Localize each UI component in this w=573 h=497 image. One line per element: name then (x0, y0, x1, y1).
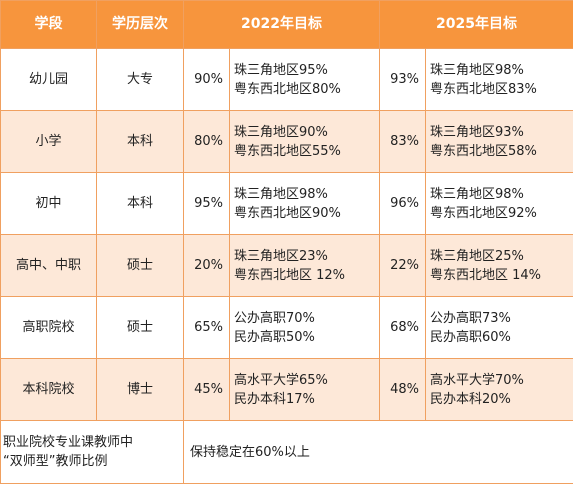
detail-line: 公办高职73% (430, 310, 511, 326)
percent-2025-cell: 22% (379, 234, 426, 297)
stage-cell: 初中 (0, 172, 97, 235)
detail-line: 珠三角地区90% (234, 124, 328, 140)
detail-line: 民办本科17% (234, 391, 315, 407)
degree-cell: 硕士 (96, 234, 184, 297)
footer-label-line: “双师型”教师比例 (3, 454, 108, 469)
detail-2025-cell: 公办高职73% 民办高职60% (425, 296, 573, 359)
degree-cell: 本科 (96, 110, 184, 173)
detail-2025-cell: 珠三角地区98% 粤东西北地区83% (425, 48, 573, 111)
table-row: 高职院校 硕士 65% 公办高职70% 民办高职50% 68% 公办高职73% 民办高职60% (0, 296, 573, 359)
percent-2022-cell: 80% (183, 110, 230, 173)
percent-2022-cell: 65% (183, 296, 230, 359)
percent-2022-cell: 90% (183, 48, 230, 111)
percent-2022-cell: 45% (183, 358, 230, 421)
table-row: 本科院校 博士 45% 高水平大学65% 民办本科17% 48% 高水平大学70% 民办本科2… (0, 358, 573, 421)
footer-row: 职业院校专业课教师中 “双师型”教师比例 保持稳定在60%以上 (0, 420, 573, 484)
degree-cell: 硕士 (96, 296, 184, 359)
header-2025: 2025年目标 (379, 0, 573, 49)
percent-2025-cell: 68% (379, 296, 426, 359)
percent-2025-cell: 93% (379, 48, 426, 111)
detail-line: 珠三角地区95% (234, 62, 328, 78)
degree-cell: 博士 (96, 358, 184, 421)
detail-2022-cell: 珠三角地区95% 粤东西北地区80% (229, 48, 380, 111)
degree-cell: 大专 (96, 48, 184, 111)
detail-line: 高水平大学70% (430, 372, 524, 388)
stage-cell: 本科院校 (0, 358, 97, 421)
detail-line: 公办高职70% (234, 310, 315, 326)
detail-line: 粤东西北地区83% (430, 81, 537, 97)
detail-line: 珠三角地区93% (430, 124, 524, 140)
detail-line: 民办本科20% (430, 391, 511, 407)
detail-line: 民办高职60% (430, 329, 511, 345)
detail-line: 民办高职50% (234, 329, 315, 345)
detail-line: 珠三角地区98% (430, 62, 524, 78)
header-2022: 2022年目标 (183, 0, 380, 49)
footer-label-line: 职业院校专业课教师中 (3, 435, 134, 450)
detail-2025-cell: 珠三角地区93% 粤东西北地区58% (425, 110, 573, 173)
stage-cell: 小学 (0, 110, 97, 173)
percent-2022-cell: 20% (183, 234, 230, 297)
detail-line: 珠三角地区23% (234, 248, 328, 264)
stage-cell: 高中、中职 (0, 234, 97, 297)
degree-cell: 本科 (96, 172, 184, 235)
table-row: 小学 本科 80% 珠三角地区90% 粤东西北地区55% 83% 珠三角地区93% 粤东西北地… (0, 110, 573, 173)
footer-value: 保持稳定在60%以上 (183, 420, 573, 484)
detail-line: 高水平大学65% (234, 372, 328, 388)
detail-2022-cell: 高水平大学65% 民办本科17% (229, 358, 380, 421)
table-row: 初中 本科 95% 珠三角地区98% 粤东西北地区90% 96% 珠三角地区98% 粤东西北地… (0, 172, 573, 235)
detail-line: 粤东西北地区92% (430, 205, 537, 221)
table-row: 高中、中职 硕士 20% 珠三角地区23% 粤东西北地区 12% 22% 珠三角地区25% 粤… (0, 234, 573, 297)
detail-line: 粤东西北地区 12% (234, 267, 346, 283)
detail-2022-cell: 公办高职70% 民办高职50% (229, 296, 380, 359)
detail-2025-cell: 珠三角地区25% 粤东西北地区 14% (425, 234, 573, 297)
detail-2025-cell: 珠三角地区98% 粤东西北地区92% (425, 172, 573, 235)
footer-label: 职业院校专业课教师中 “双师型”教师比例 (0, 420, 184, 484)
detail-line: 粤东西北地区55% (234, 143, 341, 159)
detail-line: 粤东西北地区58% (430, 143, 537, 159)
stage-cell: 幼儿园 (0, 48, 97, 111)
detail-line: 粤东西北地区90% (234, 205, 341, 221)
detail-2022-cell: 珠三角地区90% 粤东西北地区55% (229, 110, 380, 173)
detail-2022-cell: 珠三角地区98% 粤东西北地区90% (229, 172, 380, 235)
percent-2025-cell: 48% (379, 358, 426, 421)
percent-2025-cell: 83% (379, 110, 426, 173)
detail-line: 粤东西北地区80% (234, 81, 341, 97)
header-stage: 学段 (0, 0, 97, 49)
detail-2025-cell: 高水平大学70% 民办本科20% (425, 358, 573, 421)
detail-line: 珠三角地区98% (234, 186, 328, 202)
detail-line: 珠三角地区25% (430, 248, 524, 264)
stage-cell: 高职院校 (0, 296, 97, 359)
header-row: 学段 学历层次 2022年目标 2025年目标 (0, 0, 573, 49)
detail-line: 珠三角地区98% (430, 186, 524, 202)
detail-line: 粤东西北地区 14% (430, 267, 542, 283)
percent-2022-cell: 95% (183, 172, 230, 235)
table-row: 幼儿园 大专 90% 珠三角地区95% 粤东西北地区80% 93% 珠三角地区98% 粤东西北… (0, 48, 573, 111)
header-degree: 学历层次 (96, 0, 184, 49)
detail-2022-cell: 珠三角地区23% 粤东西北地区 12% (229, 234, 380, 297)
percent-2025-cell: 96% (379, 172, 426, 235)
teacher-qualification-table: 学段 学历层次 2022年目标 2025年目标 幼儿园 大专 90% 珠三角地区95%… (0, 0, 573, 484)
